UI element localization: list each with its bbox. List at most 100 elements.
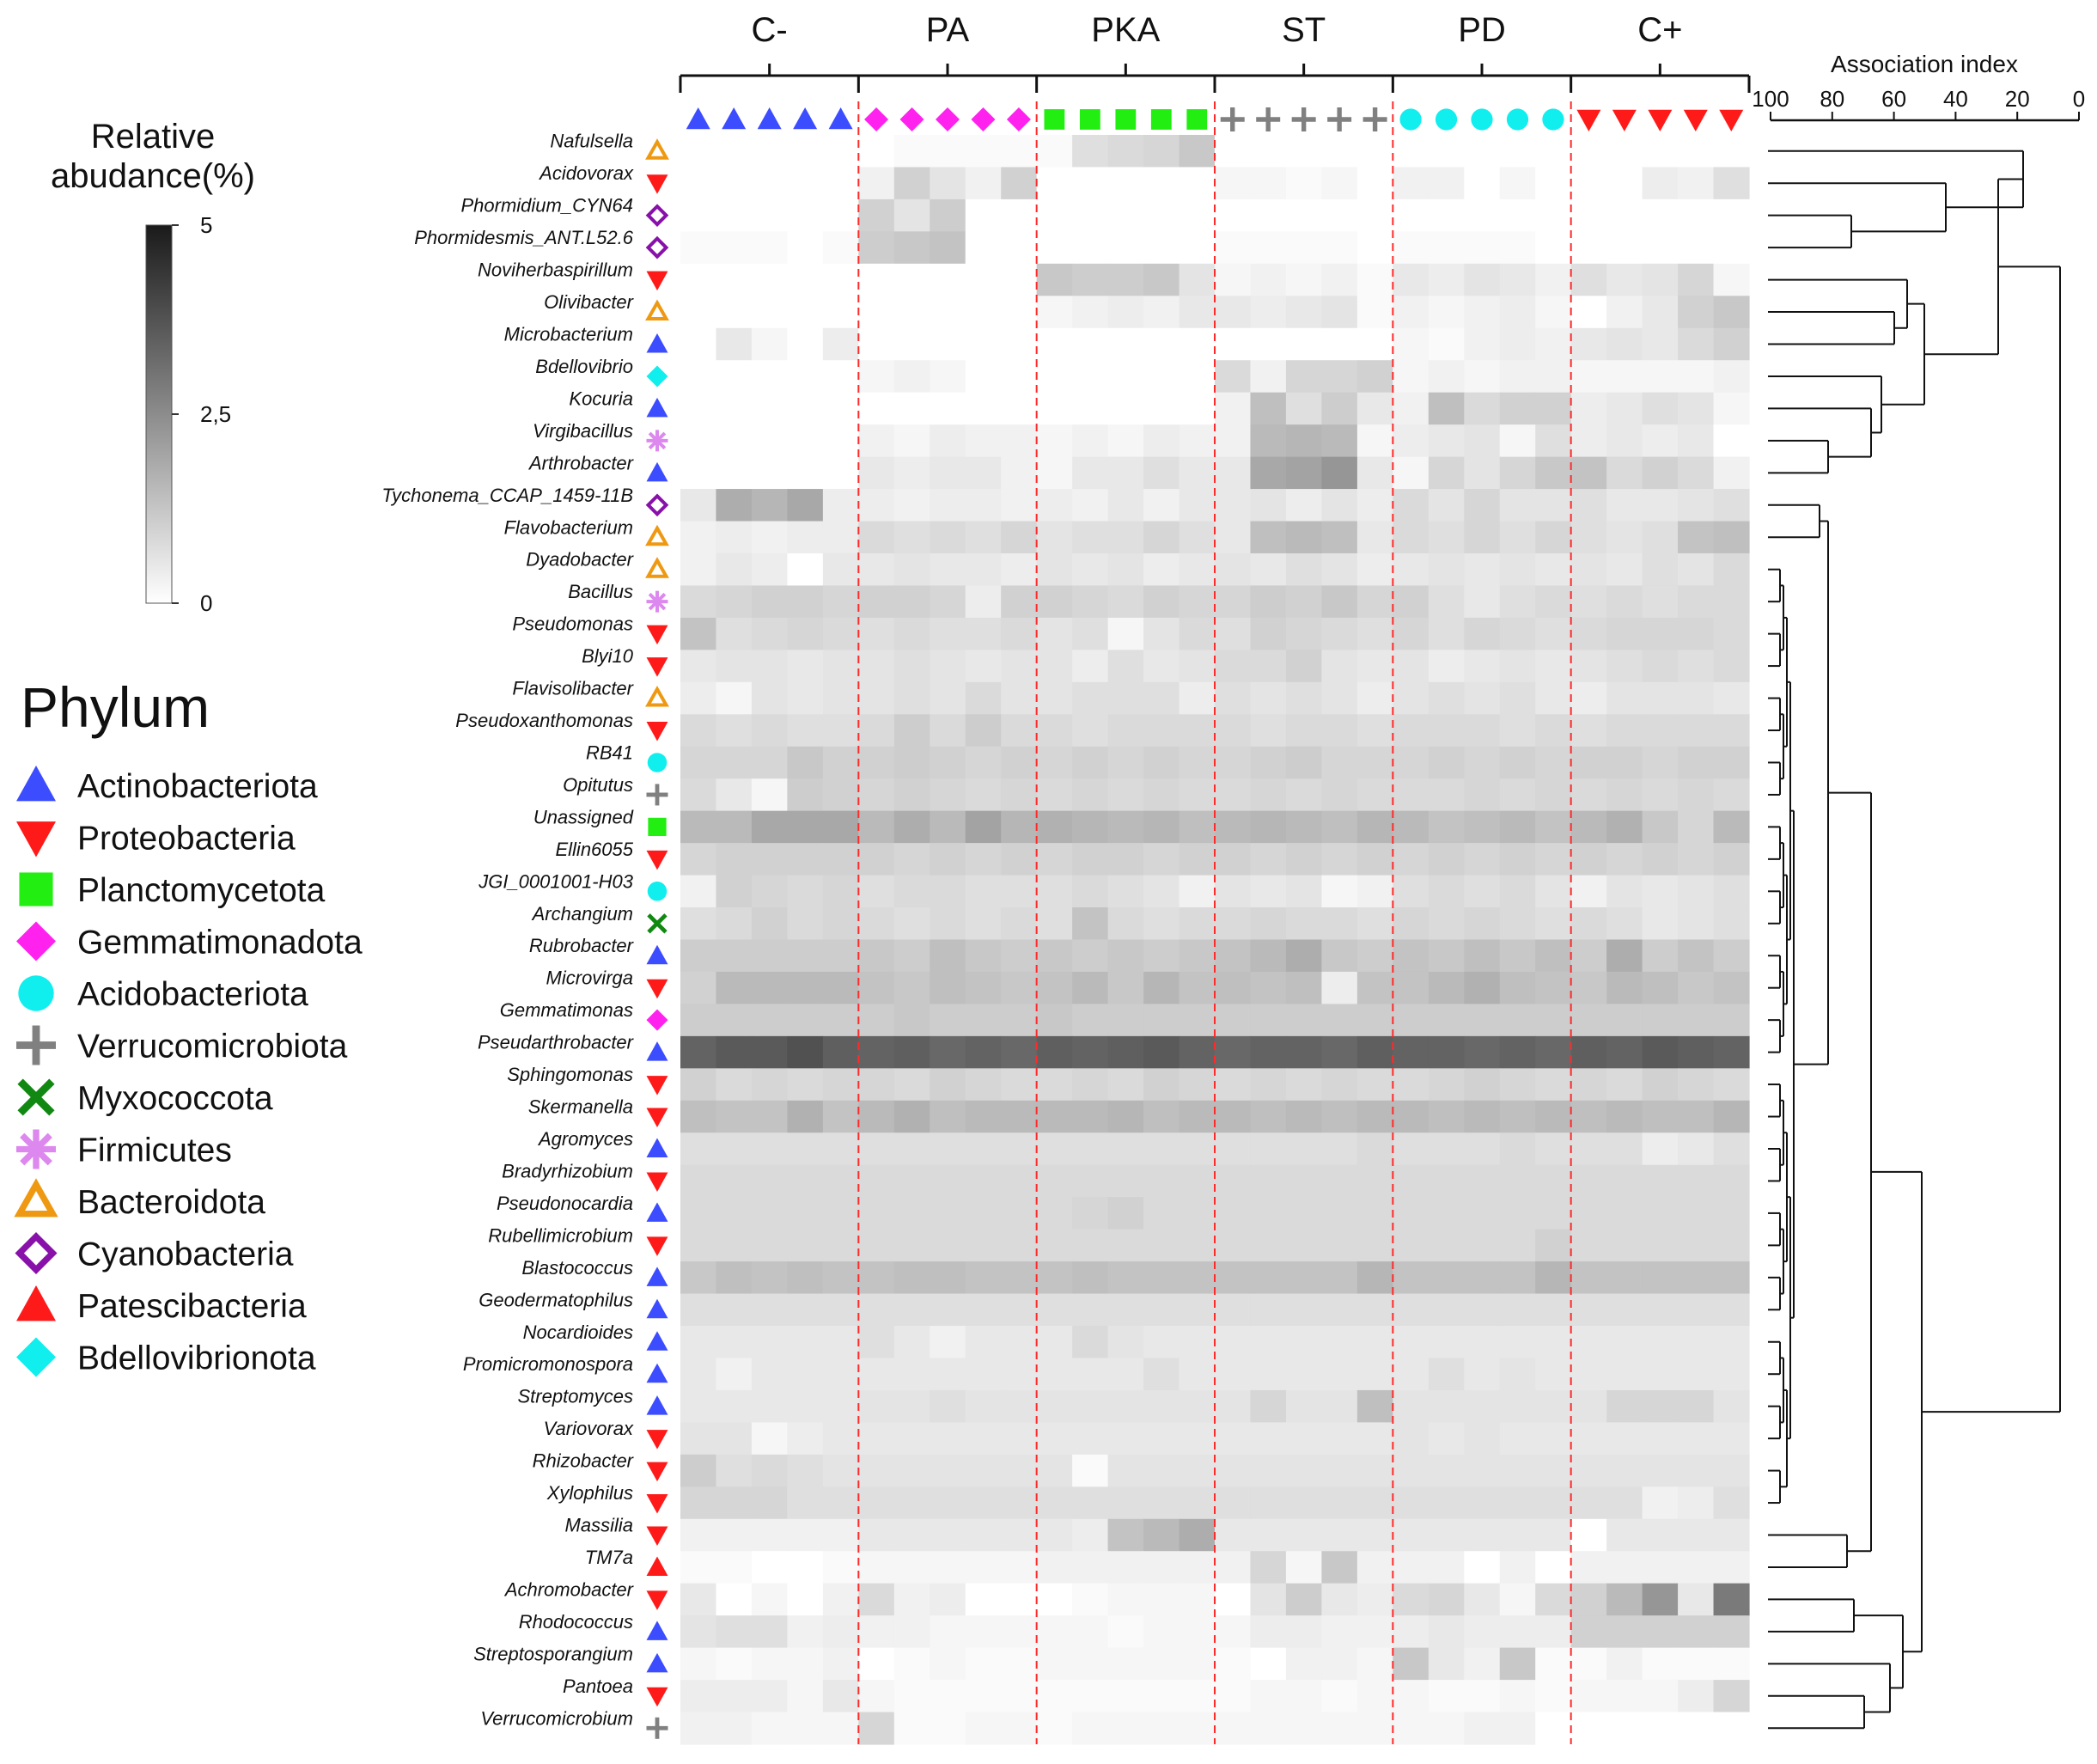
heatmap-cell: [822, 167, 859, 200]
heatmap-cell: [1428, 1389, 1465, 1423]
heatmap-cell: [1001, 810, 1038, 844]
heatmap-cell: [893, 1004, 930, 1037]
heatmap-cell: [1250, 489, 1287, 522]
heatmap-cell: [1250, 1164, 1287, 1198]
heatmap-cell: [716, 907, 753, 941]
heatmap-cell: [1606, 456, 1643, 490]
heatmap-cell: [1393, 1358, 1429, 1391]
heatmap-cell: [1036, 1583, 1073, 1616]
heatmap-cell: [1215, 971, 1252, 1005]
heatmap-cell: [1464, 650, 1501, 683]
heatmap-cell: [751, 1583, 788, 1616]
heatmap-cell: [1499, 135, 1536, 168]
heatmap-cell: [1143, 424, 1180, 458]
heatmap-cell: [1428, 1712, 1465, 1745]
heatmap-cell: [1535, 617, 1572, 650]
heatmap-cell: [1570, 1583, 1607, 1616]
heatmap-cell: [1356, 231, 1393, 265]
heatmap-cell: [1321, 135, 1358, 168]
heatmap-cell: [1678, 585, 1715, 619]
row-label: Rhodococcus: [519, 1611, 633, 1633]
heatmap-cell: [1535, 778, 1572, 812]
legend-marker-proteobacteria: [16, 821, 56, 858]
heatmap-cell: [1356, 907, 1393, 941]
heatmap-cell: [1215, 1615, 1252, 1649]
heatmap-cell: [1535, 424, 1572, 458]
heatmap-cell: [930, 327, 966, 361]
heatmap-cell: [1428, 1293, 1465, 1327]
heatmap-cell: [1499, 1518, 1536, 1552]
heatmap-cell: [1321, 392, 1358, 425]
heatmap-cell: [822, 456, 859, 490]
heatmap-cell: [893, 327, 930, 361]
heatmap-cell: [1464, 1486, 1501, 1520]
heatmap-cell: [680, 360, 717, 394]
row-phylum-marker-actinobacteriota: [646, 1202, 668, 1222]
heatmap-cell: [716, 360, 753, 394]
heatmap-cell: [716, 1035, 753, 1069]
heatmap-cell: [893, 1486, 930, 1520]
heatmap-cell: [930, 843, 966, 876]
heatmap-cell: [1250, 327, 1287, 361]
heatmap-cell: [822, 552, 859, 587]
heatmap-cell: [1250, 424, 1287, 458]
heatmap-cell: [1606, 1358, 1643, 1391]
legend-label-firmicutes: Firmicutes: [77, 1132, 232, 1169]
heatmap-cell: [1107, 1197, 1144, 1230]
heatmap-cell: [1356, 1615, 1393, 1649]
row-phylum-marker-bacteroidota: [645, 685, 669, 707]
heatmap-cell: [1036, 263, 1073, 296]
heatmap-cell: [787, 1164, 824, 1198]
heatmap-cell: [1072, 810, 1109, 844]
heatmap-cell: [1606, 1261, 1643, 1295]
heatmap-cell: [1001, 1551, 1038, 1584]
heatmap-cell: [1179, 1712, 1216, 1745]
heatmap-cell: [965, 135, 1002, 168]
heatmap-cell: [751, 198, 788, 232]
heatmap-cell: [893, 1647, 930, 1681]
row-label: Microbacterium: [504, 323, 633, 345]
row-label: Pseudomonas: [512, 613, 633, 635]
heatmap-cell: [680, 907, 717, 941]
heatmap-cell: [1072, 778, 1109, 812]
heatmap-cell: [1036, 1004, 1073, 1037]
heatmap-cell: [1356, 1197, 1393, 1230]
heatmap-cell: [1001, 1164, 1038, 1198]
heatmap-cell: [1250, 552, 1287, 587]
marker-shape: [645, 235, 669, 259]
heatmap-cell: [1036, 1712, 1073, 1745]
heatmap-cell: [751, 843, 788, 876]
heatmap-cell: [1179, 939, 1216, 973]
heatmap-cell: [1250, 1293, 1287, 1327]
heatmap-cell: [1285, 907, 1322, 941]
heatmap-cell: [1179, 714, 1216, 748]
marker-shape: [757, 107, 782, 130]
heatmap-cell: [1250, 1712, 1287, 1745]
heatmap-cell: [680, 971, 717, 1005]
heatmap-cell: [680, 1389, 717, 1423]
heatmap-cell: [893, 1132, 930, 1166]
heatmap-cell: [1464, 1068, 1501, 1102]
heatmap-cell: [1393, 1100, 1429, 1133]
row-label: Unassigned: [533, 806, 634, 827]
heatmap-cell: [1250, 746, 1287, 779]
heatmap-cell: [1713, 617, 1750, 650]
heatmap-cell: [1642, 1164, 1679, 1198]
heatmap-cell: [787, 971, 824, 1005]
heatmap-cell: [680, 1004, 717, 1037]
row-phylum-marker-actinobacteriota: [646, 1331, 668, 1351]
heatmap-cell: [1001, 714, 1038, 748]
heatmap-cell: [1036, 1486, 1073, 1520]
heatmap-cell: [1107, 1680, 1144, 1713]
heatmap-cell: [1001, 1068, 1038, 1102]
heatmap-cell: [1215, 650, 1252, 683]
heatmap-cell: [1285, 1486, 1322, 1520]
heatmap-cell: [1321, 1389, 1358, 1423]
heatmap-cell: [1428, 1486, 1465, 1520]
heatmap-cell: [680, 1261, 717, 1295]
heatmap-cell: [1356, 489, 1393, 522]
marker-shape: [1186, 109, 1208, 130]
heatmap-cell: [858, 552, 895, 587]
heatmap-cell: [1143, 231, 1180, 265]
heatmap-cell: [1606, 778, 1643, 812]
